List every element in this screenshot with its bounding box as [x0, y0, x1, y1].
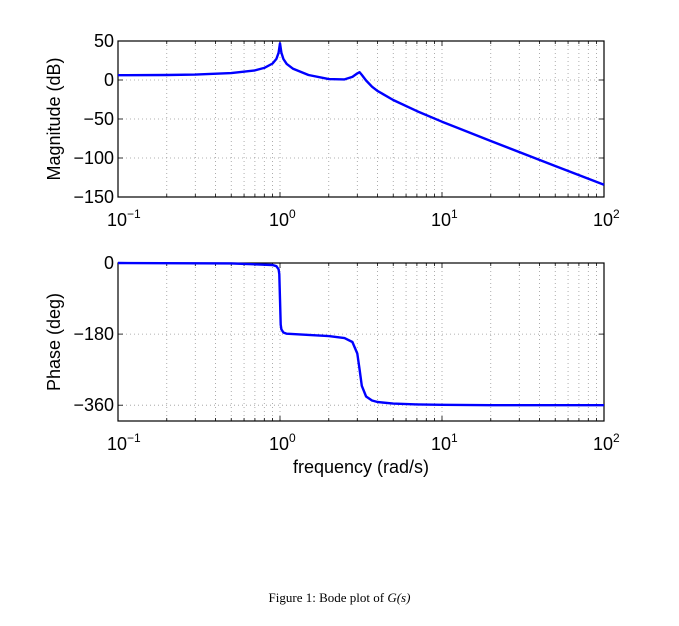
y-tick-label: 0	[104, 70, 114, 90]
x-axis-label: frequency (rad/s)	[293, 457, 429, 477]
x-tick-label: 102	[593, 207, 620, 230]
caption-math: G(s)	[387, 590, 411, 605]
caption-text: Figure 1: Bode plot of	[268, 590, 388, 605]
phase-curve	[117, 261, 604, 407]
axes-frame	[117, 262, 605, 422]
x-tick-base: 10	[593, 434, 613, 454]
x-tick-base: 10	[593, 210, 613, 230]
x-tick-label: 101	[431, 207, 458, 230]
y-axis-label: Phase (deg)	[44, 293, 64, 391]
x-tick-base: 10	[107, 434, 127, 454]
figure-caption: Figure 1: Bode plot of G(s)	[0, 590, 679, 606]
x-tick-base: 10	[107, 210, 127, 230]
x-tick-base: 10	[431, 210, 451, 230]
x-tick-base: 10	[269, 210, 289, 230]
axes-frame	[117, 40, 605, 198]
x-tick-exponent: 2	[613, 431, 620, 445]
x-tick-exponent: 1	[451, 207, 458, 221]
x-tick-base: 10	[269, 434, 289, 454]
x-tick-label: 10−1	[107, 207, 141, 230]
x-tick-exponent: 1	[451, 431, 458, 445]
x-tick-exponent: −1	[127, 207, 141, 221]
y-axis-label: Magnitude (dB)	[44, 57, 64, 180]
x-tick-exponent: 2	[613, 207, 620, 221]
x-tick-label: 10−1	[107, 431, 141, 454]
magnitude-curve	[117, 42, 605, 186]
x-tick-label: 100	[269, 431, 296, 454]
y-tick-label: 0	[104, 253, 114, 273]
x-tick-exponent: 0	[289, 207, 296, 221]
y-tick-label: −180	[73, 324, 114, 344]
y-tick-label: −360	[73, 395, 114, 415]
x-tick-base: 10	[431, 434, 451, 454]
x-tick-exponent: −1	[127, 431, 141, 445]
y-tick-label: −50	[83, 109, 114, 129]
x-tick-label: 101	[431, 431, 458, 454]
x-tick-exponent: 0	[289, 431, 296, 445]
y-tick-label: 50	[94, 31, 114, 51]
x-tick-label: 102	[593, 431, 620, 454]
x-tick-label: 100	[269, 207, 296, 230]
y-tick-label: −150	[73, 187, 114, 207]
y-tick-label: −100	[73, 148, 114, 168]
